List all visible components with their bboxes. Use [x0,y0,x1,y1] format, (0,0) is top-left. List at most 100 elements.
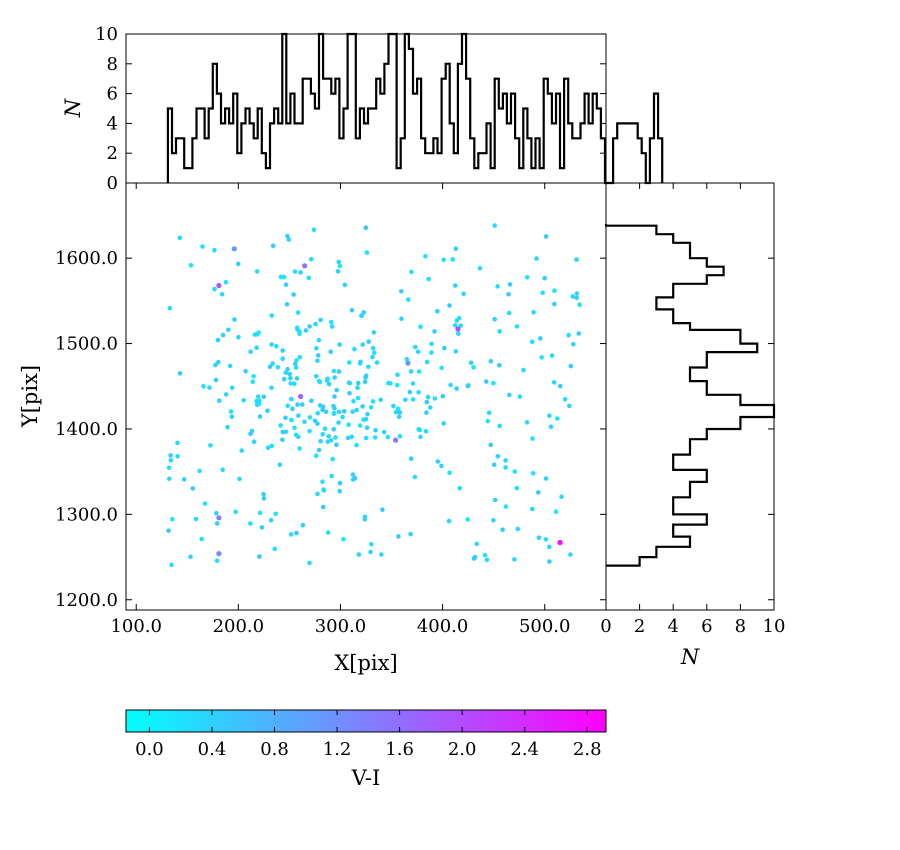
scatter-point [278,274,284,280]
scatter-point [336,259,342,265]
scatter-point [307,324,312,329]
scatter-point [257,554,262,559]
scatter-point [552,288,557,294]
scatter-point [337,480,343,486]
scatter-point [368,405,374,410]
scatter-point [370,354,375,360]
scatter-point [232,317,237,322]
scatter-point [423,429,429,434]
scatter-point [346,380,352,386]
colorbar-tick-label: 2.8 [573,739,602,760]
scatter-point [270,361,276,366]
scatter-point [167,306,173,311]
x-tick-label: 400.0 [417,616,469,637]
scatter-point [175,440,180,446]
scatter-point [227,363,233,369]
right-histogram-frame [605,182,775,611]
scatter-point [447,470,452,476]
scatter-point [251,439,257,445]
scatter-point [288,381,294,386]
scatter-point [212,247,217,253]
scatter-point [248,521,253,526]
scatter-point [488,442,494,448]
scatter-point [488,358,494,364]
colorbar-tick-label: 2.4 [510,739,539,760]
scatter-point [506,310,512,316]
scatter-point [295,310,301,315]
scatter-point [329,324,335,329]
scatter-point [166,465,172,471]
scatter-point [333,435,338,440]
scatter-point [477,266,483,271]
scatter-point [428,405,433,410]
scatter-point [328,349,334,355]
scatter-point [416,369,422,374]
colorbar-tick-label: 1.6 [385,739,414,760]
scatter-point [396,414,402,420]
scatter-point [413,344,418,350]
scatter-point [285,233,290,239]
top-y-tick-label: 6 [107,84,118,105]
top-y-tick-label: 2 [107,143,118,164]
scatter-point [492,497,498,503]
x-tick-label: 300.0 [315,616,367,637]
scatter-point [435,309,440,314]
scatter-point [512,557,517,562]
scatter-point [450,257,456,262]
scatter-point [287,371,293,377]
scatter-point [454,386,459,391]
scatter-point [278,423,283,428]
scatter-point [331,403,336,409]
scatter-point [236,334,241,340]
scatter-point [412,474,418,480]
right-histogram-xlabel: N [680,645,700,669]
scatter-point [524,420,530,425]
scatter-point [574,295,579,301]
scatter-point [335,269,341,274]
scatter-point [395,382,400,388]
colorbar: 0.0 0.4 0.8 1.2 1.6 2.0 2.4 2.8 V-I [125,709,607,790]
scatter-point [202,501,208,506]
scatter-point [168,453,173,458]
scatter-point [226,327,231,333]
scatter-point [432,396,438,401]
scatter-point [220,332,226,338]
scatter-point-highlight [216,551,222,557]
scatter-point [217,398,222,404]
scatter-point [531,309,536,315]
scatter-point-highlight [216,282,222,289]
scatter-point [274,344,279,349]
scatter-point [303,328,309,333]
scatter-point [293,432,299,438]
scatter-point [300,522,306,528]
scatter-point [229,385,235,391]
scatter-point [199,536,204,542]
scatter-point [313,321,318,327]
scatter-point [484,557,490,563]
scatter-point [424,399,430,405]
scatter-point [543,537,549,542]
scatter-point [347,360,352,365]
scatter-point [425,394,431,400]
scatter-point [530,471,536,476]
scatter-point [250,379,256,385]
scatter-point [399,289,404,294]
scatter-point [292,269,298,274]
scatter-y-ticks: 1200.0 1300.0 1400.0 1500.0 1600.0 [55,248,606,611]
scatter-point [169,562,174,568]
scatter-point [540,290,545,296]
scatter-point [407,389,413,395]
scatter-point [225,424,230,430]
scatter-point [507,282,513,287]
scatter-point [355,395,361,401]
scatter-point [229,414,235,420]
scatter-point [313,453,319,459]
scatter-point [170,516,175,522]
scatter-point [299,402,305,407]
scatter-point [514,324,520,329]
scatter-point [379,552,384,557]
scatter-point [399,316,404,322]
y-tick-label: 1600.0 [55,248,118,269]
scatter-point-highlight [302,263,308,269]
scatter-point [239,448,244,453]
